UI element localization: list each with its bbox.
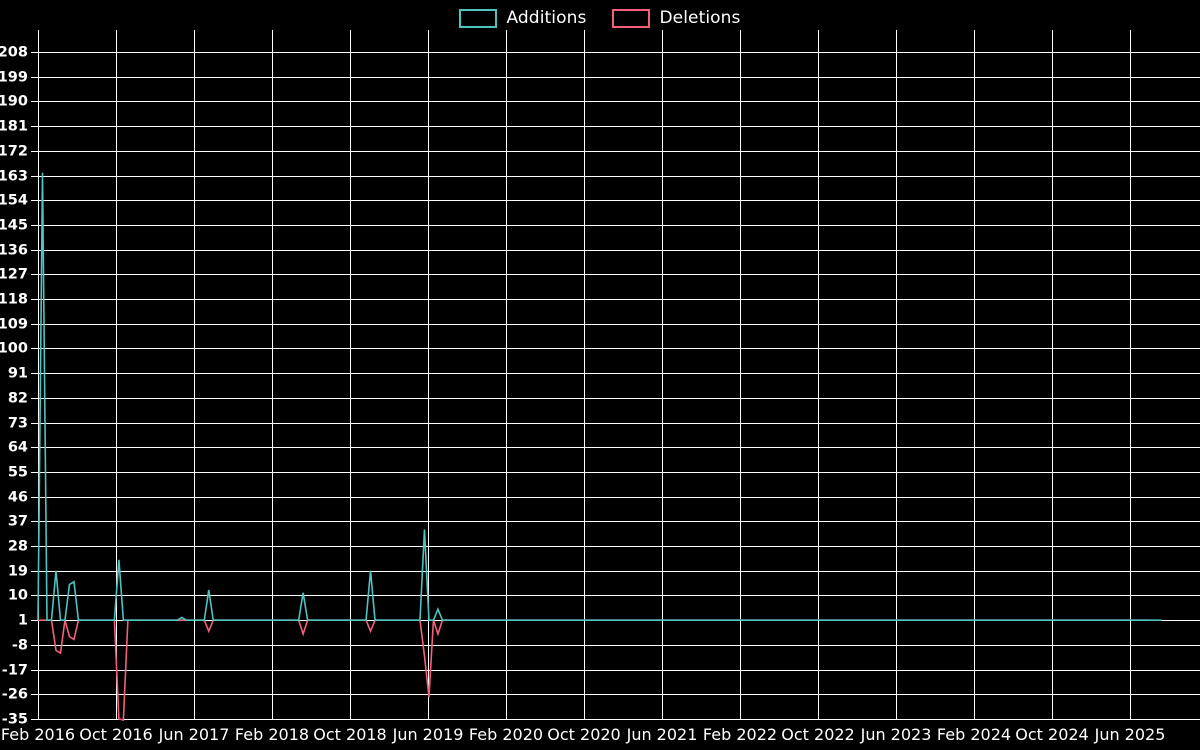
y-tick-label: 127 [0, 267, 28, 283]
y-tick-label: 181 [0, 119, 28, 135]
x-tick-label: Oct 2016 [79, 725, 152, 744]
chart-legend: Additions Deletions [0, 0, 1200, 36]
y-tick-label: 37 [8, 514, 28, 530]
y-tick-label: 109 [0, 317, 28, 333]
legend-entry-additions[interactable]: Additions [459, 7, 587, 28]
gridlines [37, 30, 1200, 721]
x-tick-label: Feb 2020 [469, 725, 543, 744]
x-tick-label: Jun 2023 [860, 725, 932, 744]
y-tick-label: 82 [8, 391, 28, 407]
y-tick-label: -17 [2, 663, 28, 679]
x-tick-label: Feb 2024 [937, 725, 1011, 744]
x-tick-label: Oct 2024 [1015, 725, 1088, 744]
y-tick-label: -26 [2, 687, 28, 703]
y-tick-label: 46 [8, 490, 28, 506]
y-tick-label: 118 [0, 292, 28, 308]
legend-label-deletions: Deletions [659, 7, 741, 28]
data-series [37, 172, 1162, 721]
y-tick-label: 136 [0, 243, 28, 259]
y-tick-label: 1 [18, 613, 28, 629]
y-tick-label: 28 [8, 539, 28, 555]
y-tick-label: 19 [8, 564, 28, 580]
x-tick-label: Oct 2018 [313, 725, 386, 744]
x-tick-label: Jun 2019 [392, 725, 464, 744]
x-tick-label: Feb 2016 [1, 725, 75, 744]
y-tick-label: 73 [8, 416, 28, 432]
y-tick-label: -8 [12, 638, 28, 654]
x-axis-labels: Feb 2016 Oct 2016 Jun 2017 Feb 2018 Oct 2018… [1, 725, 1165, 744]
x-tick-label: Feb 2022 [703, 725, 777, 744]
y-tick-label: -35 [2, 712, 28, 728]
legend-swatch-deletions-icon [612, 8, 651, 28]
x-tick-label: Jun 2017 [158, 725, 230, 744]
series-line-additions [37, 172, 1162, 621]
legend-entry-deletions[interactable]: Deletions [612, 7, 741, 28]
x-tick-label: Feb 2018 [235, 725, 309, 744]
legend-swatch-additions-icon [459, 8, 498, 28]
y-tick-label: 208 [0, 45, 28, 61]
y-tick-label: 100 [0, 341, 28, 357]
y-tick-label: 154 [0, 193, 28, 209]
y-tick-label: 10 [8, 588, 28, 604]
y-tick-label: 145 [0, 218, 28, 234]
y-tick-label: 199 [0, 70, 28, 86]
y-tick-label: 55 [8, 465, 28, 481]
x-tick-label: Oct 2020 [547, 725, 620, 744]
legend-label-additions: Additions [506, 7, 587, 28]
x-tick-label: Jun 2025 [1094, 725, 1166, 744]
y-tick-label: 163 [0, 169, 28, 185]
x-tick-label: Jun 2021 [626, 725, 698, 744]
y-tick-label: 190 [0, 94, 28, 110]
y-tick-label: 64 [8, 440, 28, 456]
y-tick-label: 91 [8, 366, 28, 382]
x-tick-label: Oct 2022 [781, 725, 854, 744]
y-axis-ticks: 208 199 190 181 172 163 154 145 136 127 118 109 100 9… [0, 45, 38, 728]
y-tick-label: 172 [0, 144, 28, 160]
